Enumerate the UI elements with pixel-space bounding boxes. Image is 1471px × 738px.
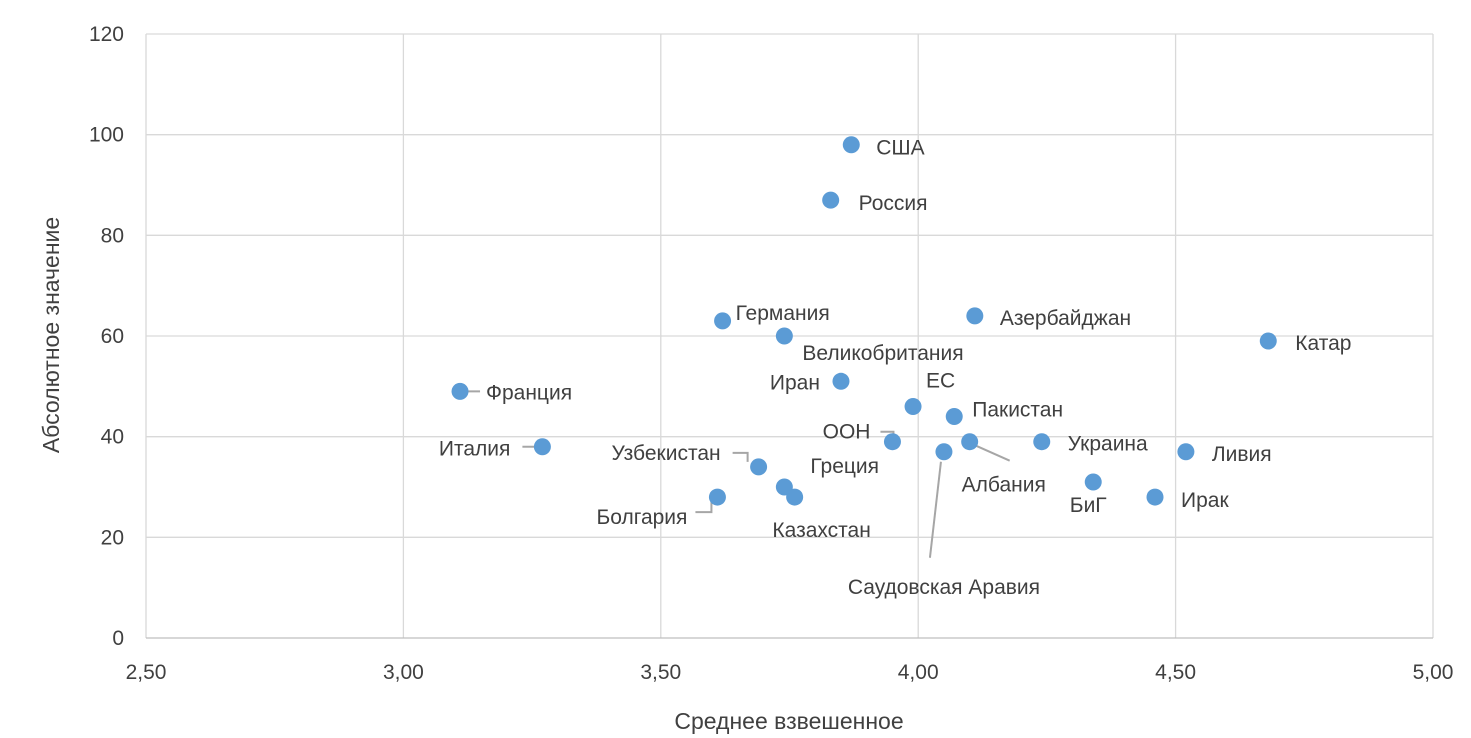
data-point [1146, 488, 1164, 506]
data-point [883, 433, 901, 451]
x-tick-label: 2,50 [126, 661, 167, 684]
data-point-label: Ирак [1181, 489, 1229, 512]
x-tick-label: 4,50 [1155, 661, 1196, 684]
data-point-label: ООН [823, 421, 871, 444]
data-point-label: Саудовская Аравия [848, 576, 1040, 599]
y-tick-label: 40 [101, 426, 124, 449]
data-point [945, 408, 963, 426]
y-tick-label: 0 [112, 627, 124, 650]
data-point-label: Германия [736, 302, 830, 325]
data-point [961, 433, 979, 451]
point-labels: США Россия Германия Великобритания Азербайдж… [439, 137, 1352, 599]
y-axis-title: Абсолютное значение [38, 217, 64, 453]
data-point-label: ЕС [926, 369, 955, 392]
data-point [1259, 332, 1277, 350]
data-point [775, 327, 793, 345]
data-point-label: США [876, 137, 924, 160]
y-tick-label: 100 [89, 124, 124, 147]
data-point-label: Албания [962, 474, 1046, 497]
data-point [714, 312, 732, 330]
label-leader-line [732, 451, 749, 462]
data-point [750, 458, 768, 476]
data-point-label: Иран [770, 371, 820, 394]
label-leader-lines [466, 390, 1011, 558]
data-point [832, 372, 850, 390]
data-points [451, 136, 1277, 506]
data-point [533, 438, 551, 456]
data-point [935, 443, 953, 461]
data-point-label: Ливия [1212, 443, 1272, 466]
y-tick-label: 80 [101, 224, 124, 247]
data-point [451, 382, 469, 400]
data-point-label: Франция [486, 381, 572, 404]
data-point-label: Греция [810, 455, 879, 478]
x-tick-label: 4,00 [898, 661, 939, 684]
data-point [822, 191, 840, 209]
data-point-label: Украина [1068, 433, 1148, 456]
data-point-label: Болгария [597, 506, 688, 529]
y-tick-label: 20 [101, 526, 124, 549]
label-leader-line [695, 501, 713, 514]
axes: 0 20 40 60 80 100 120 2,50 3,00 3,50 4,00 4,50 5,00 [89, 23, 1453, 684]
x-tick-label: 5,00 [1413, 661, 1454, 684]
data-point-label: Узбекистан [612, 442, 721, 465]
gridlines [145, 33, 1434, 638]
data-point [708, 488, 726, 506]
label-leader-line [973, 443, 1011, 462]
data-point-label: Пакистан [972, 399, 1063, 422]
data-point [904, 397, 922, 415]
data-point-label: Казахстан [772, 519, 870, 542]
data-point [1177, 443, 1195, 461]
data-point [1084, 473, 1102, 491]
data-point [842, 136, 860, 154]
x-axis-title: Среднее взвешенное [674, 708, 903, 734]
data-point-label: Катар [1295, 332, 1351, 355]
data-point-label: Великобритания [802, 342, 963, 365]
data-point-label: Италия [439, 438, 511, 461]
y-tick-label: 60 [101, 325, 124, 348]
data-point-label: БиГ [1070, 494, 1107, 517]
x-tick-label: 3,00 [383, 661, 424, 684]
data-point [786, 488, 804, 506]
data-point-label: Азербайджан [1000, 307, 1131, 330]
y-tick-label: 120 [89, 23, 124, 46]
data-point [1033, 433, 1051, 451]
data-point-label: Россия [859, 192, 928, 215]
label-leader-line [928, 461, 942, 558]
data-point [966, 307, 984, 325]
x-tick-label: 3,50 [640, 661, 681, 684]
